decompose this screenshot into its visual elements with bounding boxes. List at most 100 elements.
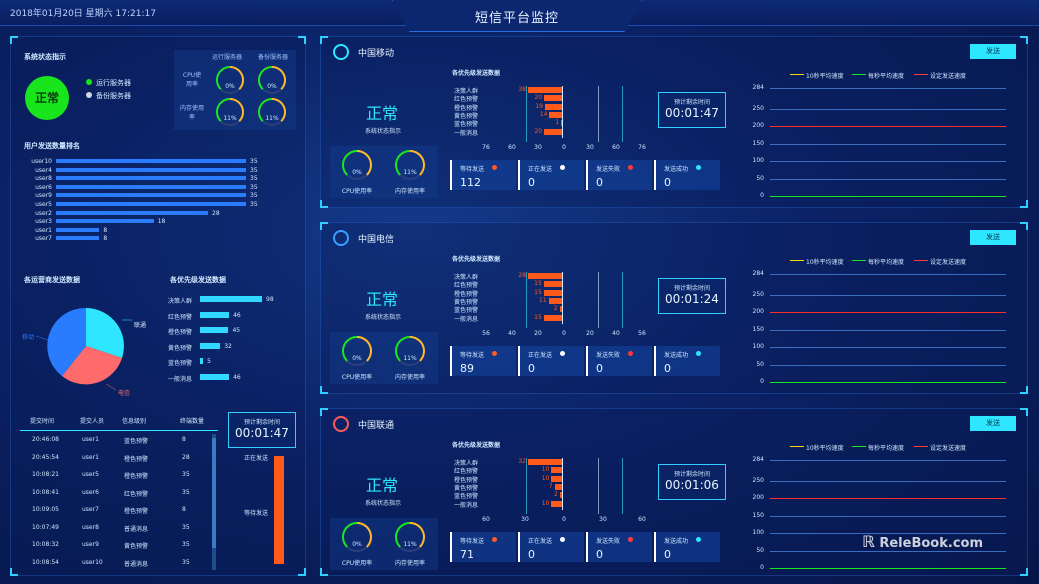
- speed-gridline: [770, 498, 1006, 499]
- table-cell: 28: [182, 453, 190, 461]
- table-cell: 20:46:08: [32, 436, 59, 443]
- carrier-gauge: 0%: [340, 520, 374, 554]
- table-cell: user6: [82, 488, 99, 496]
- carrier-stat: 发送失败 0: [586, 532, 652, 562]
- table-cell: 35: [182, 558, 190, 566]
- table-row[interactable]: 10:09:05 user7 橙色预警 8: [20, 503, 210, 519]
- table-cell: 10:08:32: [32, 541, 59, 548]
- table-scrollbar-thumb[interactable]: [212, 438, 216, 548]
- table-row[interactable]: 20:45:54 user1 橙色预警 28: [20, 451, 210, 467]
- table-cell: 普通消息: [124, 560, 149, 568]
- carrier-stat: 正在发送 0: [518, 346, 584, 376]
- table-row[interactable]: 10:08:32 user9 黄色预警 35: [20, 538, 210, 554]
- table-cell: 35: [182, 471, 190, 478]
- carrier-pri-tick: 30: [534, 144, 542, 151]
- carrier-pri-value: 2: [553, 305, 558, 313]
- send-button[interactable]: 发送: [970, 230, 1016, 245]
- speed-tick: 200: [752, 494, 764, 501]
- table-row[interactable]: 10:07:49 user8 普通消息 35: [20, 521, 210, 537]
- speed-tick: 150: [752, 511, 764, 519]
- carrier-pri-bar: [551, 467, 562, 474]
- carrier-pri-bar: [551, 475, 562, 482]
- carrier-pri-value: 11: [539, 296, 547, 304]
- speed-legend-swatch: [914, 260, 928, 261]
- speed-legend-swatch: [790, 74, 804, 75]
- user-rank-name: user1: [35, 226, 52, 234]
- speed-tick: 50: [756, 546, 764, 554]
- send-button[interactable]: 发送: [970, 416, 1016, 431]
- datetime: 2018年01月20日 星期六 17:21:17: [10, 9, 156, 19]
- carrier-gauge: 11%: [393, 148, 427, 182]
- carrier-pri-tick: 60: [638, 516, 646, 523]
- user-rank-bar: [56, 184, 246, 189]
- table-cell: 红色预警: [124, 490, 149, 498]
- pie-slice-dianxin: [62, 346, 122, 385]
- table-cell: 10:08:54: [32, 558, 59, 566]
- priority-value: 46: [233, 373, 241, 381]
- carrier-gauge: 0%: [340, 148, 374, 182]
- status-title: 系统状态指示: [24, 53, 66, 61]
- waiting-progress-bar: [274, 456, 284, 564]
- speed-tick: 100: [752, 157, 764, 164]
- col-backup: 备份服务器: [258, 54, 289, 61]
- user-rank-value: 35: [250, 201, 258, 208]
- carrier-remaining-box: 预计剩余时间 00:01:47: [658, 92, 726, 128]
- carrier-pri-name: 蓝色预警: [454, 121, 479, 129]
- speed-gridline: [770, 294, 1006, 296]
- table-cell: 蓝色预警: [124, 438, 149, 445]
- pie-label-liantong: 联通: [134, 322, 147, 329]
- speed-gridline: [770, 515, 1006, 517]
- mem-backup-gauge: 11%: [256, 96, 288, 128]
- carrier-pri-tick: 56: [482, 330, 490, 337]
- user-rank-bar: [56, 210, 208, 215]
- carrier-pri-name: 黄色预警: [454, 298, 479, 306]
- speed-legend-label: 设定发送速度: [930, 259, 967, 266]
- carrier-pri-value: 14: [539, 110, 548, 118]
- priority-bar: [200, 342, 221, 349]
- carrier-pri-bar: [545, 103, 562, 110]
- carrier-pri-tick: 40: [508, 330, 516, 337]
- user-rank-value: 35: [250, 158, 258, 165]
- send-button[interactable]: 发送: [970, 44, 1016, 59]
- page-title: 短信平台监控: [474, 11, 559, 26]
- speed-gridline: [770, 196, 1006, 197]
- speed-gridline: [770, 364, 1006, 366]
- table-row[interactable]: 10:08:54 user10 普通消息 35: [20, 556, 210, 572]
- carrier-gauge: 11%: [393, 520, 427, 554]
- carrier-pri-name: 蓝色预警: [454, 493, 479, 501]
- priority-value: 46: [233, 311, 241, 319]
- speed-tick: 200: [752, 122, 764, 129]
- carrier-pri-value: 1: [555, 119, 560, 127]
- left-remaining-box: 预计剩余时间 00:01:47: [228, 412, 296, 448]
- carrier-pie-chart: 联通 电信 移动: [22, 296, 162, 406]
- carrier-pie-title: 各运营商发送数据: [24, 276, 80, 284]
- speed-tick: 100: [752, 343, 764, 350]
- user-rank-bar: [56, 176, 246, 181]
- carrier-status-label: 系统状态指示: [365, 314, 402, 321]
- carrier-pri-name: 决策人群: [454, 460, 479, 467]
- table-row[interactable]: 10:08:21 user5 橙色预警 35: [20, 468, 210, 484]
- carrier-status: 正常: [366, 104, 399, 123]
- carrier-pri-title: 各优先级发送数据: [452, 70, 501, 77]
- carrier-pri-bar: [528, 459, 562, 465]
- speed-legend-label: 设定发送速度: [930, 445, 967, 452]
- legend-backup: 备份服务器: [96, 92, 131, 100]
- carrier-pri-name: 决策人群: [454, 274, 479, 281]
- speed-gridline: [770, 108, 1006, 110]
- carrier-pri-name: 一般消息: [454, 129, 479, 137]
- speed-tick: 250: [752, 104, 764, 112]
- table-row[interactable]: 20:46:08 user1 蓝色预警 8: [20, 433, 210, 449]
- priority-name: 黄色预警: [168, 344, 193, 352]
- running-dot-icon: [86, 79, 92, 85]
- watermark-logo: ℝ ReleBook.com: [862, 532, 983, 551]
- speed-gridline: [770, 460, 1006, 461]
- speed-tick: 284: [752, 456, 764, 463]
- speed-gridline: [770, 480, 1006, 482]
- speed-gridline: [770, 178, 1006, 180]
- speed-legend-swatch: [914, 446, 928, 447]
- table-row[interactable]: 10:08:41 user6 红色预警 35: [20, 486, 210, 502]
- carrier-pri-tick: 76: [638, 144, 646, 151]
- carrier-stat: 正在发送 0: [518, 160, 584, 190]
- carrier-pri-tick: 20: [534, 330, 542, 337]
- carrier-stat: 等待发送 71: [450, 532, 516, 562]
